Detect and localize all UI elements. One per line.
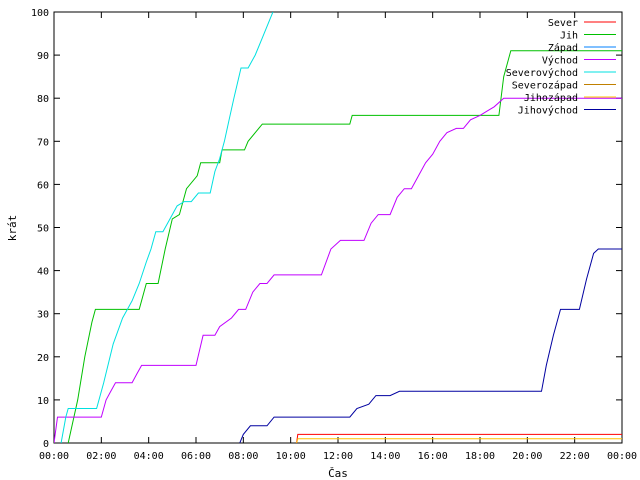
series-line-7 xyxy=(296,438,622,443)
x-tick-label: 22:00 xyxy=(560,451,590,462)
x-tick-label: 20:00 xyxy=(512,451,542,462)
x-tick-label: 10:00 xyxy=(276,451,306,462)
y-tick-label: 50 xyxy=(37,224,49,235)
x-tick-label: 02:00 xyxy=(86,451,116,462)
x-tick-label: 14:00 xyxy=(370,451,400,462)
y-tick-label: 90 xyxy=(37,51,49,62)
x-axis-label: Čas xyxy=(328,467,348,480)
legend: Sever JihZápadVýchodSeverovýchodSeverozáp… xyxy=(506,18,616,117)
x-tick-label: 00:00 xyxy=(607,451,637,462)
series-line-2 xyxy=(67,50,622,443)
legend-label: Jihovýchod xyxy=(518,105,578,117)
series-line-4 xyxy=(54,97,622,443)
y-tick-label: 100 xyxy=(31,8,49,19)
legend-label: Sever xyxy=(548,18,578,29)
x-tick-label: 08:00 xyxy=(228,451,258,462)
y-tick-label: 70 xyxy=(37,137,49,148)
legend-label: Jih xyxy=(560,31,578,42)
y-tick-label: 20 xyxy=(37,353,49,364)
series-line-5 xyxy=(60,12,274,443)
y-tick-label: 40 xyxy=(37,267,49,278)
legend-label: Východ xyxy=(542,55,578,67)
legend-label: Severozápad xyxy=(512,80,578,92)
y-axis: 0 10 20 30 40 50 60 70 80 90 100 xyxy=(31,8,622,450)
y-tick-label: 60 xyxy=(37,180,49,191)
y-tick-label: 80 xyxy=(37,94,49,105)
series-lines xyxy=(54,12,622,443)
x-tick-label: 12:00 xyxy=(323,451,353,462)
y-axis-label: krát xyxy=(6,215,19,242)
x-tick-label: 16:00 xyxy=(418,451,448,462)
x-tick-label: 06:00 xyxy=(181,451,211,462)
legend-label: Západ xyxy=(548,42,578,54)
legend-label: Jihozápad xyxy=(524,92,578,104)
y-tick-label: 0 xyxy=(43,439,49,450)
legend-label: Severovýchod xyxy=(506,67,578,79)
x-tick-label: 00:00 xyxy=(39,451,69,462)
y-tick-label: 30 xyxy=(37,310,49,321)
series-line-8 xyxy=(239,248,622,443)
x-tick-label: 04:00 xyxy=(134,451,164,462)
x-axis: 00:00 02:00 04:00 06:00 08:00 10:00 12:00 14:00… xyxy=(39,12,637,462)
y-tick-label: 10 xyxy=(37,396,49,407)
x-tick-label: 18:00 xyxy=(465,451,495,462)
